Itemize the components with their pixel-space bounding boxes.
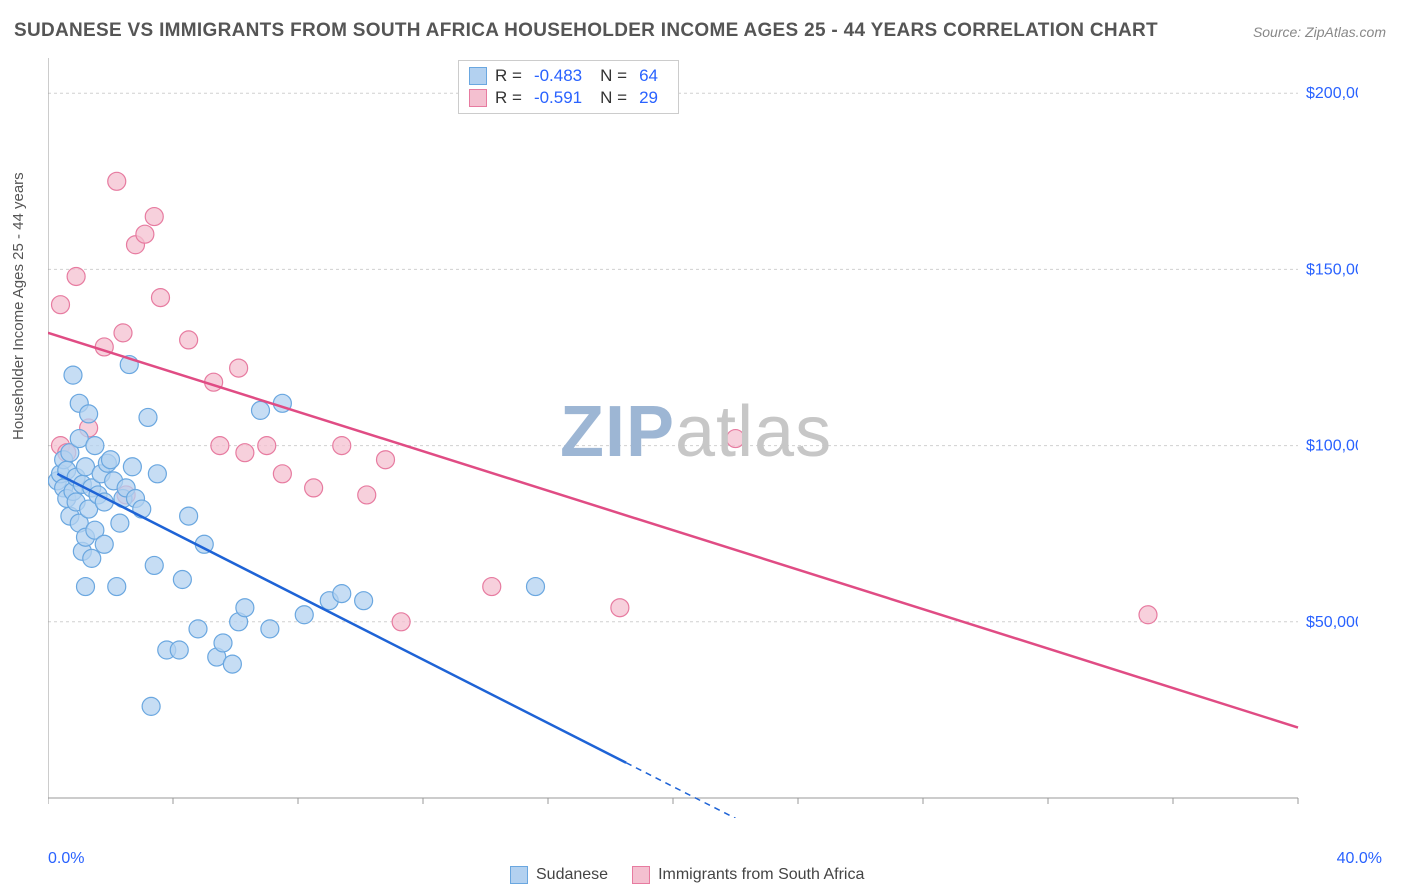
legend-series: Sudanese Immigrants from South Africa xyxy=(510,866,864,884)
x-tick-max: 40.0% xyxy=(1337,850,1382,868)
legend-correlation: R = -0.483 N = 64 R = -0.591 N = 29 xyxy=(458,60,679,114)
svg-text:$100,000: $100,000 xyxy=(1306,438,1358,455)
source-attribution: Source: ZipAtlas.com xyxy=(1253,24,1386,40)
n-value-sudanese: 64 xyxy=(639,66,658,86)
chart-area: $50,000 $100,000 $150,000 $200,000 xyxy=(48,58,1358,818)
x-tick-min: 0.0% xyxy=(48,850,84,868)
legend-item-sudanese: Sudanese xyxy=(510,866,608,884)
swatch-sudanese xyxy=(510,866,528,884)
svg-text:$150,000: $150,000 xyxy=(1306,261,1358,278)
scatter-plot: $50,000 $100,000 $150,000 $200,000 xyxy=(48,58,1358,818)
n-label: N = xyxy=(600,88,627,108)
swatch-sudanese xyxy=(469,67,487,85)
svg-text:$50,000: $50,000 xyxy=(1306,614,1358,631)
source-name: ZipAtlas.com xyxy=(1305,24,1386,40)
r-value-south-africa: -0.591 xyxy=(534,88,582,108)
source-label: Source: xyxy=(1253,24,1305,40)
legend-item-south-africa: Immigrants from South Africa xyxy=(632,866,864,884)
svg-text:$200,000: $200,000 xyxy=(1306,85,1358,102)
legend-row-sudanese: R = -0.483 N = 64 xyxy=(469,65,668,87)
n-value-south-africa: 29 xyxy=(639,88,658,108)
n-label: N = xyxy=(600,66,627,86)
chart-title: SUDANESE VS IMMIGRANTS FROM SOUTH AFRICA… xyxy=(14,20,1158,42)
r-value-sudanese: -0.483 xyxy=(534,66,582,86)
y-axis-label: Householder Income Ages 25 - 44 years xyxy=(10,172,27,440)
swatch-south-africa xyxy=(469,89,487,107)
legend-label-south-africa: Immigrants from South Africa xyxy=(658,866,864,884)
swatch-south-africa xyxy=(632,866,650,884)
legend-row-south-africa: R = -0.591 N = 29 xyxy=(469,87,668,109)
r-label: R = xyxy=(495,66,522,86)
r-label: R = xyxy=(495,88,522,108)
legend-label-sudanese: Sudanese xyxy=(536,866,608,884)
